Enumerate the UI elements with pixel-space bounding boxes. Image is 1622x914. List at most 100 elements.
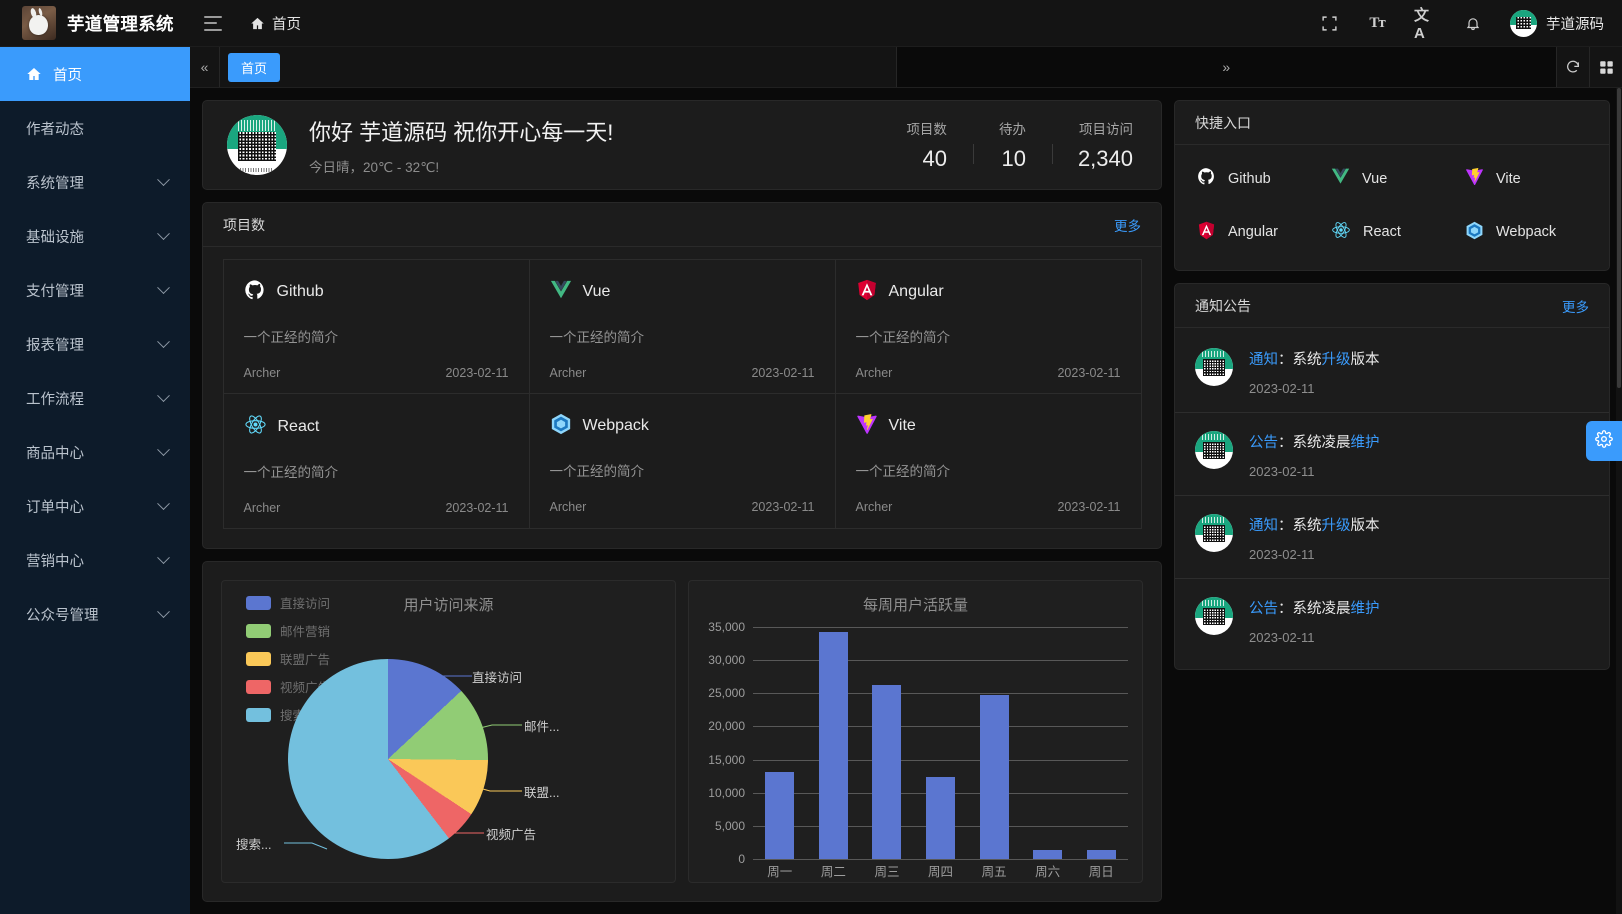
stats-group: 项目数 40 待办 10 项目访问 2,340	[880, 118, 1139, 172]
welcome-banner: 你好 芋道源码 祝你开心每一天! 今日晴，20℃ - 32℃! 项目数 40 待…	[202, 100, 1162, 190]
legend-item[interactable]: 邮件营销	[246, 621, 330, 640]
legend-item[interactable]: 直接访问	[246, 593, 330, 612]
bar-chart-y-tick: 20,000	[708, 719, 745, 734]
notice-item[interactable]: 通知：系统升级版本 2023-02-11	[1175, 495, 1609, 578]
legend-swatch	[246, 595, 271, 610]
bar-chart-title: 每周用户活跃量	[862, 597, 968, 614]
sidebar-item-report-management[interactable]: 报表管理	[0, 317, 190, 371]
sidebar-item-order-center[interactable]: 订单中心	[0, 479, 190, 533]
quick-entry-vite[interactable]: Vite	[1465, 167, 1589, 190]
sidebar-item-system-management[interactable]: 系统管理	[0, 155, 190, 209]
sidebar-item-home[interactable]: 首页	[0, 47, 190, 101]
bar-chart-bar[interactable]	[979, 695, 1009, 859]
project-card-angular[interactable]: Angular 一个正经的简介 Archer 2023-02-11	[834, 258, 1142, 394]
bar-chart-bar[interactable]	[1086, 850, 1116, 859]
notice-title: 公告：系统凌晨维护	[1249, 601, 1380, 617]
project-card-webpack[interactable]: Webpack 一个正经的简介 Archer 2023-02-11	[528, 392, 836, 529]
bar-chart-bar[interactable]	[926, 776, 955, 859]
project-card-vue[interactable]: Vue 一个正经的简介 Archer 2023-02-11	[528, 258, 836, 394]
bar-chart-bar[interactable]	[1033, 850, 1063, 859]
bar-chart-gridline	[753, 660, 1128, 662]
sidebar-item-official-account[interactable]: 公众号管理	[0, 587, 190, 641]
project-author: Archer	[855, 499, 893, 514]
bar-chart-bar[interactable]	[872, 684, 902, 859]
notice-item[interactable]: 公告：系统凌晨维护 2023-02-11	[1175, 412, 1609, 495]
settings-fab-button[interactable]	[1586, 421, 1622, 461]
pie-slices[interactable]	[288, 659, 488, 859]
breadcrumb-label: 首页	[272, 16, 301, 33]
bar-chart: 每周用户活跃量 0 5,000 10,000 15,000 20,000 25,000 30…	[688, 580, 1143, 883]
tab-home[interactable]: 首页	[228, 52, 281, 82]
bar-chart-column[interactable]	[1074, 627, 1128, 859]
stat-label: 项目访问	[1079, 122, 1133, 137]
avatar	[1510, 9, 1537, 37]
quick-entry-angular[interactable]: Angular	[1197, 220, 1321, 244]
project-author: Archer	[243, 365, 281, 380]
quick-entry-vue[interactable]: Vue	[1331, 167, 1455, 190]
bar-chart-x-tick: 周二	[820, 865, 846, 879]
project-card-vite[interactable]: Vite 一个正经的简介 Archer 2023-02-11	[834, 392, 1142, 529]
bar-chart-bar[interactable]	[765, 771, 795, 859]
projects-panel-title: 项目数	[223, 216, 265, 233]
app-body: 首页 作者动态 系统管理 基础设施 支付管理 报表管理 工作流程	[0, 47, 1622, 914]
bar-chart-bars[interactable]	[753, 627, 1128, 859]
sidebar-item-label: 基础设施	[26, 229, 84, 246]
welcome-weather: 今日晴，20℃ - 32℃!	[309, 159, 440, 175]
bar-chart-column[interactable]	[914, 627, 968, 859]
notice-item[interactable]: 通知：系统升级版本 2023-02-11	[1175, 330, 1609, 412]
legend-item[interactable]: 联盟广告	[246, 649, 330, 668]
project-card-react[interactable]: React 一个正经的简介 Archer 2023-02-11	[222, 392, 530, 529]
quick-entry-github[interactable]: Github	[1197, 167, 1321, 190]
pie-chart: 用户访问来源 直接访问 邮件营销	[221, 580, 676, 883]
stat-value: 40	[922, 146, 947, 171]
brand-title: 芋道管理系统	[67, 13, 174, 34]
project-desc: 一个正经的简介	[549, 329, 645, 345]
sidebar-item-author-news[interactable]: 作者动态	[0, 101, 190, 155]
tabs-scroll-right-icon[interactable]: »	[895, 47, 1556, 87]
sidebar-item-workflow[interactable]: 工作流程	[0, 371, 190, 425]
bar-chart-y-axis: 0 5,000 10,000 15,000 20,000 25,000 30,000 35,0…	[689, 620, 751, 866]
bar-chart-gridline	[753, 627, 1128, 628]
notice-body: 通知：系统升级版本 2023-02-11	[1249, 346, 1380, 396]
user-menu[interactable]: 芋道源码	[1510, 9, 1604, 37]
bar-chart-gridline	[753, 693, 1128, 695]
font-size-icon[interactable]: Tт	[1369, 14, 1385, 31]
webpack-icon	[550, 413, 572, 440]
notice-item[interactable]: 公告：系统凌晨维护 2023-02-11	[1175, 578, 1609, 661]
sidebar-item-infrastructure[interactable]: 基础设施	[0, 209, 190, 263]
bar-chart-column[interactable]	[860, 627, 914, 859]
translate-icon[interactable]: 文A	[1414, 7, 1430, 42]
brand[interactable]: 芋道管理系统	[0, 6, 190, 40]
project-card-github[interactable]: Github 一个正经的简介 Archer 2023-02-11	[222, 258, 530, 394]
github-icon	[244, 279, 266, 306]
refresh-icon[interactable]	[1556, 47, 1589, 87]
projects-more-link[interactable]: 更多	[1114, 218, 1141, 234]
notice-date: 2023-02-11	[1249, 464, 1315, 479]
sidebar-item-marketing-center[interactable]: 营销中心	[0, 533, 190, 587]
bell-icon[interactable]	[1462, 12, 1484, 34]
tabs-list: 首页	[220, 47, 896, 87]
bar-chart-x-tick: 周四	[928, 865, 954, 879]
chevron-down-icon	[157, 496, 170, 510]
fullscreen-icon[interactable]	[1318, 12, 1340, 34]
bar-chart-y-tick: 30,000	[708, 653, 745, 668]
grid-icon[interactable]	[1589, 47, 1622, 87]
notices-more-link[interactable]: 更多	[1562, 299, 1589, 315]
sidebar-item-label: 工作流程	[26, 391, 84, 408]
vertical-scrollbar[interactable]	[1616, 88, 1622, 914]
sidebar-item-product-center[interactable]: 商品中心	[0, 425, 190, 479]
bar-chart-column[interactable]	[1021, 627, 1075, 859]
bar-chart-y-tick: 0	[738, 852, 745, 866]
bar-chart-column[interactable]	[753, 627, 807, 859]
bar-chart-bar[interactable]	[818, 632, 848, 859]
sidebar-item-label: 首页	[53, 67, 82, 84]
sidebar-item-payment-management[interactable]: 支付管理	[0, 263, 190, 317]
menu-toggle-icon[interactable]	[204, 15, 224, 31]
project-date: 2023-02-11	[751, 499, 815, 514]
tabs-scroll-left-icon[interactable]: «	[190, 47, 220, 87]
project-author: Archer	[549, 499, 587, 514]
bar-chart-column[interactable]	[967, 627, 1021, 859]
quick-entry-webpack[interactable]: Webpack	[1465, 220, 1589, 244]
quick-entry-react[interactable]: React	[1331, 220, 1455, 244]
bar-chart-column[interactable]	[807, 627, 861, 859]
